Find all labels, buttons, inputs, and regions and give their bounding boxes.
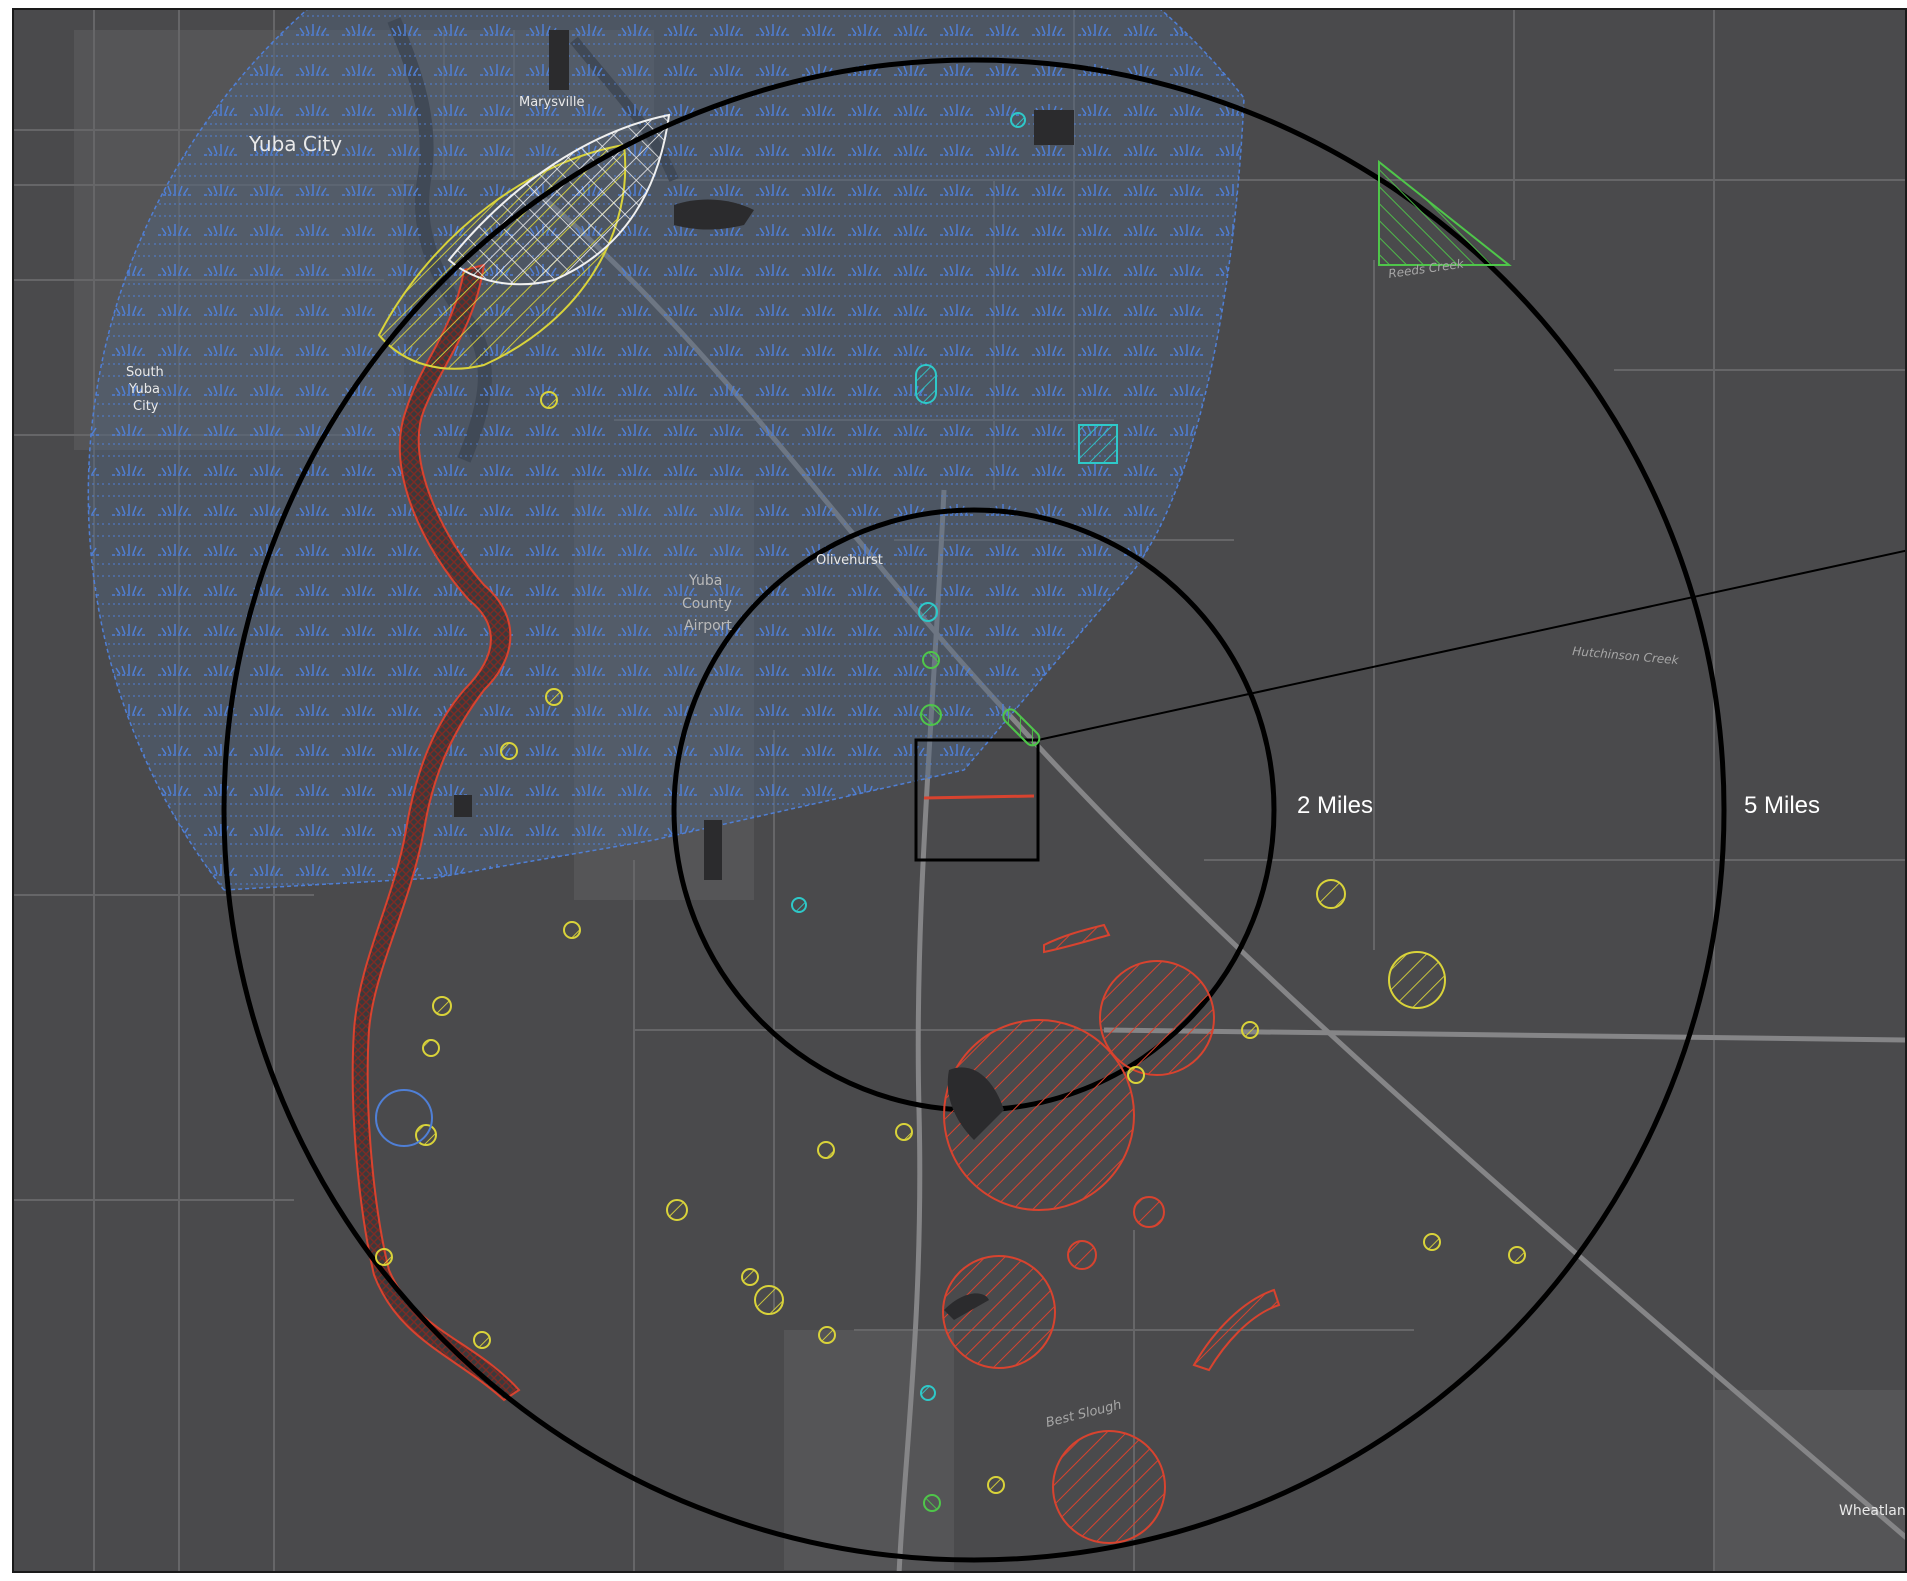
yellow-circle: [817, 1141, 835, 1159]
yellow-circle: [1127, 1066, 1145, 1084]
blue-occurrence-circle[interactable]: [375, 1089, 433, 1147]
label-airport-1: Yuba: [688, 573, 722, 589]
yellow-circle: [818, 1326, 836, 1344]
red-occurrence-circles[interactable]: [942, 960, 1215, 1544]
yellow-circle: [754, 1285, 784, 1315]
project-site-box[interactable]: [914, 738, 1040, 862]
yellow-circle: [1316, 879, 1346, 909]
yellow-circle: [473, 1331, 491, 1349]
dark-parcels: [454, 30, 1074, 1320]
callout-leader-line: [1037, 549, 1905, 741]
yellow-circle: [432, 996, 452, 1016]
red-polygons[interactable]: [1043, 923, 1281, 1372]
red-circle: [943, 1019, 1135, 1211]
yellow-circle: [422, 1039, 440, 1057]
yellow-circle: [987, 1476, 1005, 1494]
label-south-yuba-city-3: City: [133, 399, 159, 414]
label-olivehurst: Olivehurst: [816, 553, 883, 568]
label-airport-2: County: [682, 596, 732, 612]
yellow-circle: [545, 688, 563, 706]
green-occurrences[interactable]: [920, 651, 1042, 1512]
label-wheatland: Wheatland: [1839, 1503, 1907, 1519]
yellow-circle: [1423, 1233, 1441, 1251]
yellow-circle: [895, 1123, 913, 1141]
yellow-circle: [1388, 951, 1446, 1009]
map-canvas[interactable]: Marysville Yuba City South Yuba City Oli…: [14, 10, 1907, 1573]
label-south-yuba-city-2: Yuba: [128, 382, 160, 397]
white-crosshatch-lens[interactable]: [447, 113, 671, 286]
yellow-circle: [540, 391, 558, 409]
yellow-circle: [741, 1268, 759, 1286]
yellow-circle: [666, 1199, 688, 1221]
red-circle: [1052, 1430, 1166, 1544]
label-airport-3: Airport: [684, 618, 732, 634]
green-triangle-reeds-creek[interactable]: [1378, 159, 1512, 266]
yellow-circle: [375, 1248, 393, 1266]
red-circle: [1067, 1240, 1097, 1270]
yellow-circle: [1241, 1021, 1259, 1039]
river-corridor[interactable]: [351, 263, 521, 1402]
label-ring-5-miles: 5 Miles: [1744, 792, 1820, 819]
cyan-occurrences[interactable]: [791, 112, 1118, 1401]
yellow-circle: [1508, 1246, 1526, 1264]
red-circle: [1099, 960, 1215, 1076]
yellow-occurrence-circles[interactable]: [375, 391, 1526, 1494]
blue-zone-sector[interactable]: [87, 10, 1245, 891]
red-circle: [1133, 1196, 1165, 1228]
label-south-yuba-city-1: South: [126, 365, 164, 380]
yellow-circle: [563, 921, 581, 939]
label-marysville: Marysville: [519, 95, 585, 110]
ring-5-miles[interactable]: [221, 57, 1727, 1563]
project-site-red-line: [923, 794, 1035, 800]
label-ring-2-miles: 2 Miles: [1297, 792, 1373, 819]
label-yuba-city: Yuba City: [248, 132, 342, 156]
red-circle: [942, 1255, 1056, 1369]
yellow-circle: [500, 742, 518, 760]
map-frame[interactable]: Marysville Yuba City South Yuba City Oli…: [12, 8, 1907, 1573]
